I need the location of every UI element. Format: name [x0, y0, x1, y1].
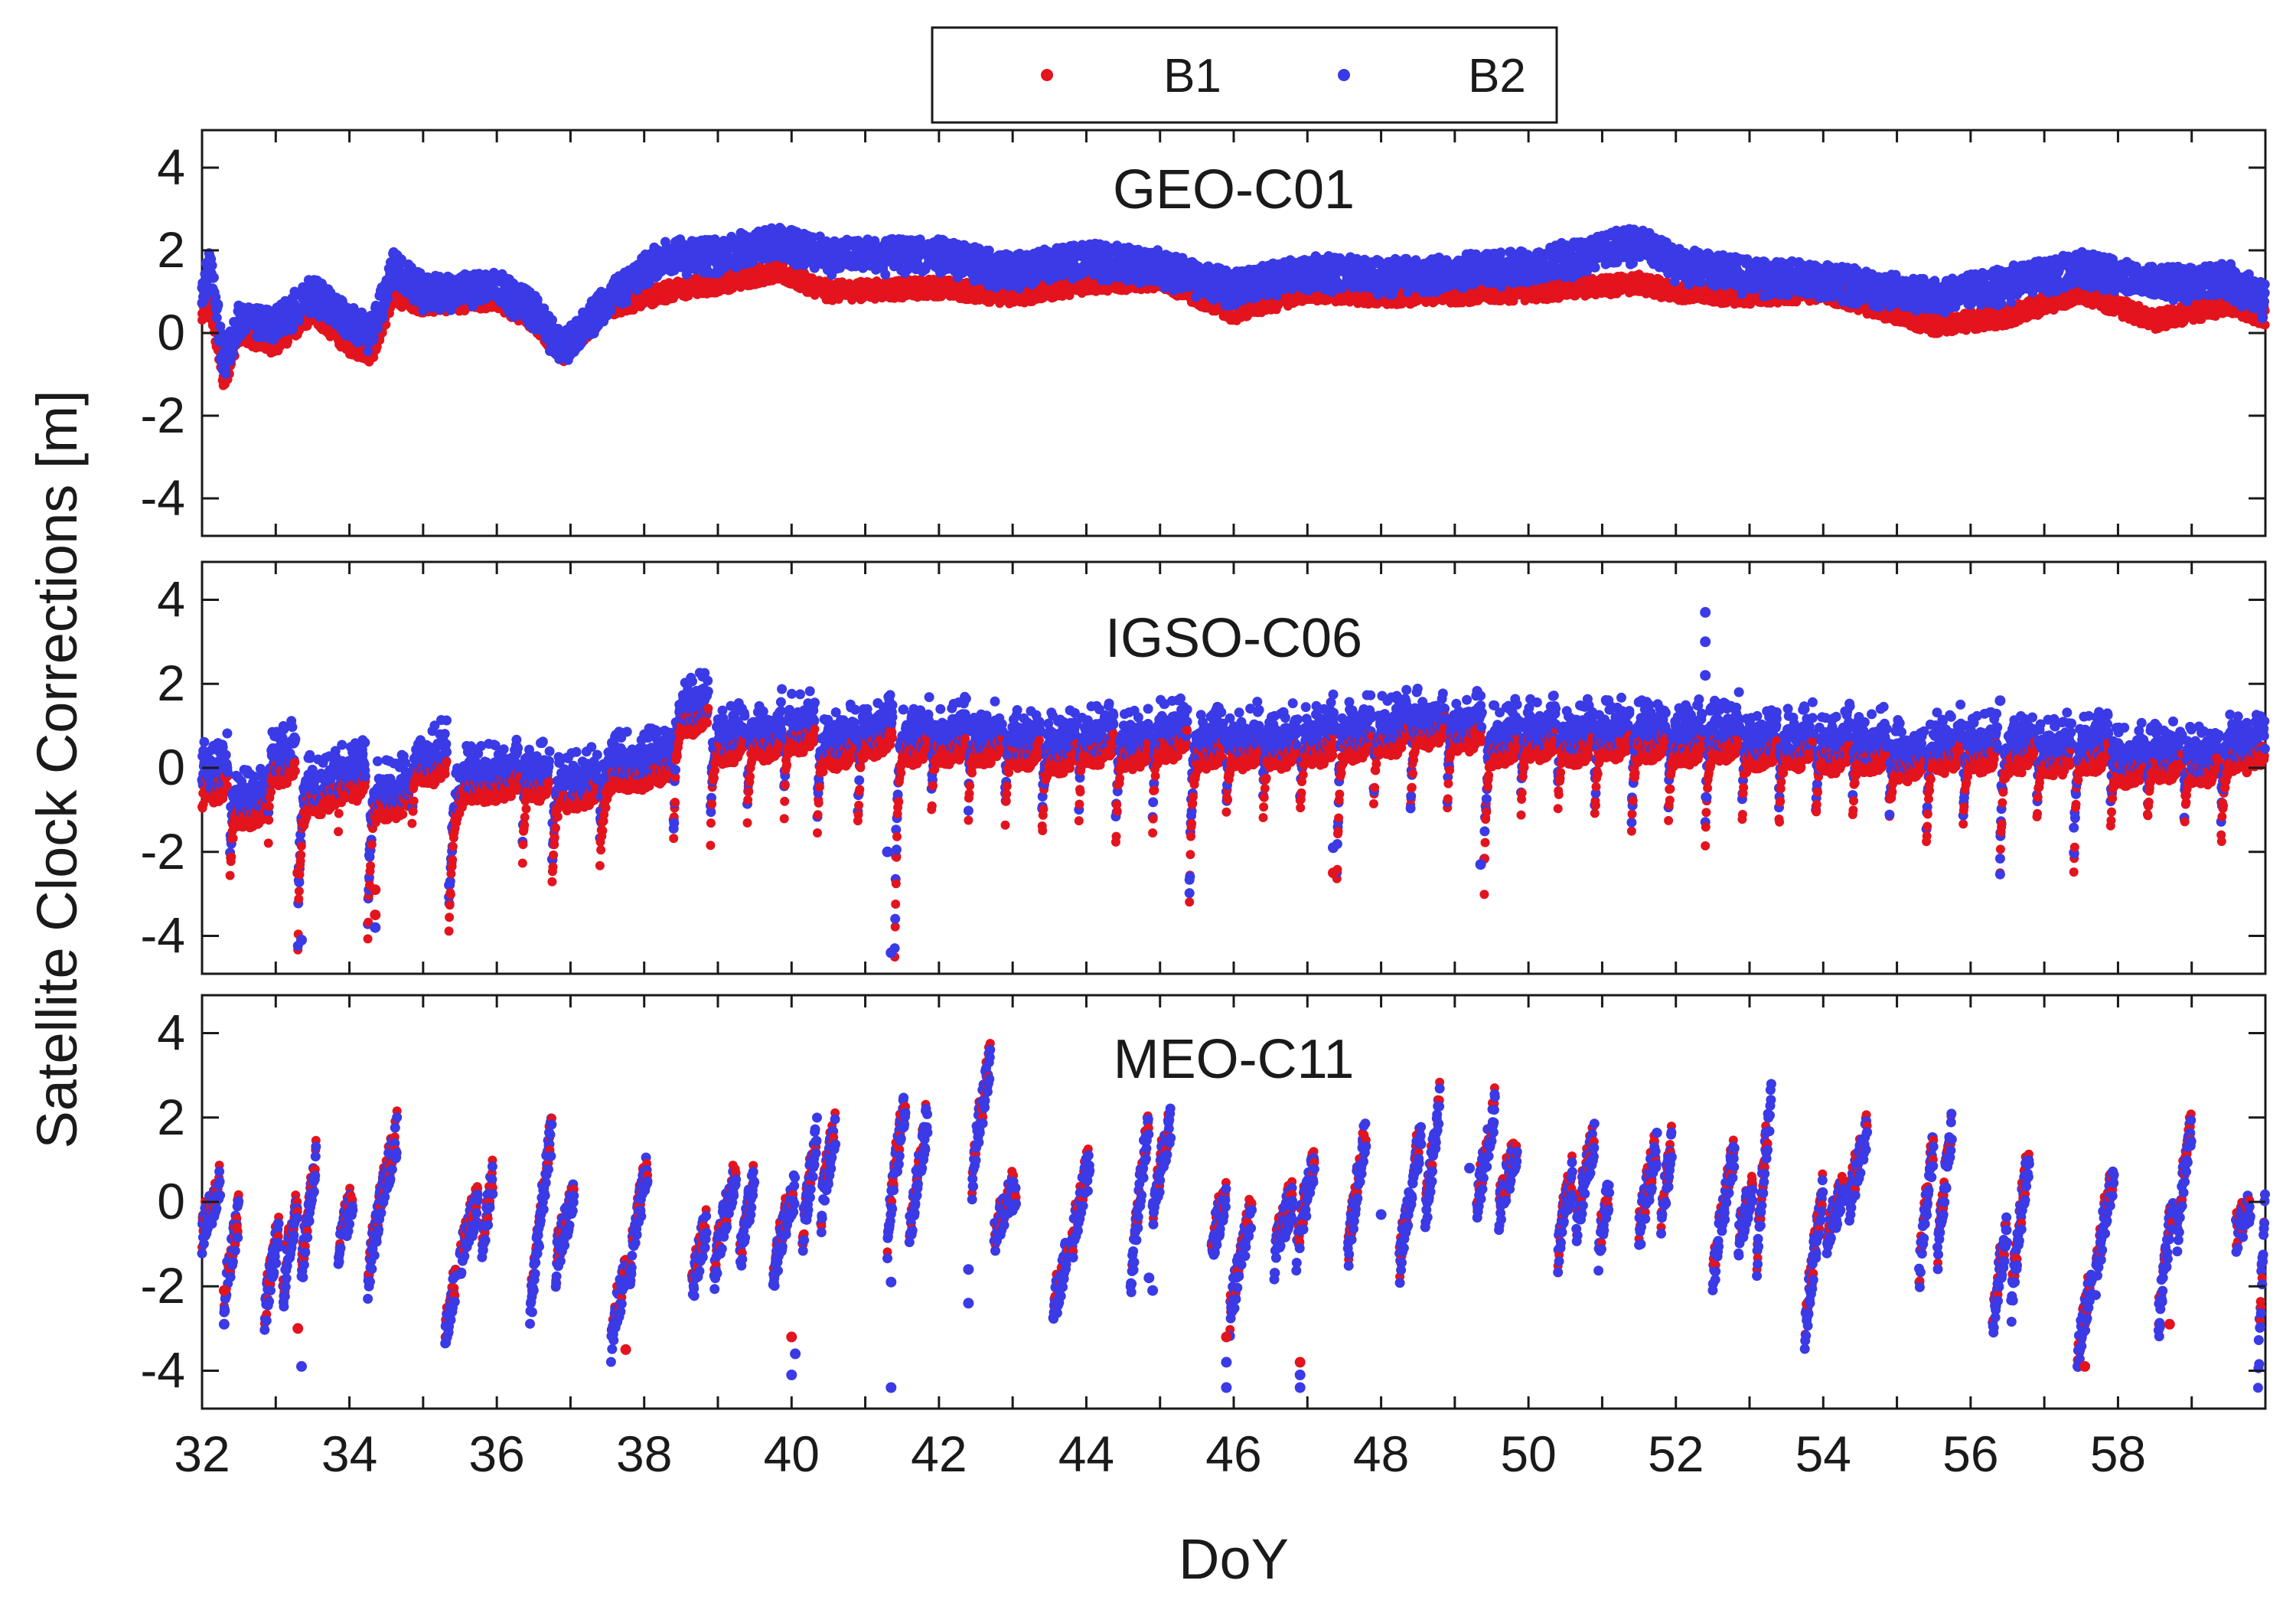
legend-label-b1: B1: [1163, 50, 1221, 103]
data-points: [197, 223, 2270, 1393]
geo-b2-point: [213, 299, 223, 309]
geo-b2-point: [293, 315, 304, 326]
legend: B1 B2: [931, 26, 1558, 124]
geo-b2-point: [207, 260, 217, 271]
geo-b2-point: [220, 368, 231, 379]
geo-b2-point: [228, 348, 239, 358]
legend-marker-b1: [1041, 69, 1053, 81]
legend-label-b2: B2: [1468, 50, 1526, 103]
legend-box: [931, 26, 1558, 124]
legend-marker-b2: [1338, 69, 1350, 81]
geo-b2-point: [208, 273, 219, 282]
